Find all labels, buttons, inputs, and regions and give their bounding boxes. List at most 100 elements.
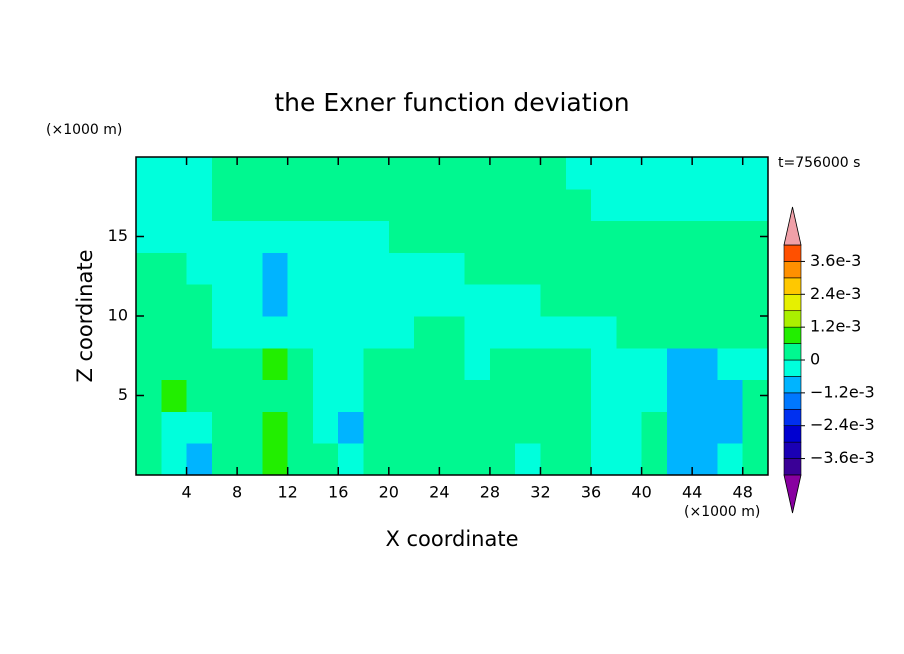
- contour-cell: [262, 316, 289, 349]
- contour-cell: [742, 411, 769, 444]
- contour-cell: [211, 284, 238, 317]
- contour-cell: [464, 379, 491, 412]
- contour-cell: [489, 443, 516, 476]
- contour-cell: [287, 379, 314, 412]
- contour-cell: [262, 284, 289, 317]
- contour-cell: [414, 188, 440, 222]
- contour-cell: [591, 252, 617, 285]
- contour-cell: [666, 188, 693, 222]
- contour-cell: [338, 220, 365, 253]
- contour-cell: [641, 157, 668, 190]
- contour-cell: [591, 379, 617, 412]
- contour-cell: [186, 220, 213, 253]
- contour-cell: [464, 188, 491, 222]
- contour-cell: [363, 443, 390, 476]
- contour-cell: [363, 284, 390, 317]
- contour-cell: [136, 443, 162, 476]
- contour-cell: [237, 316, 263, 349]
- contour-cell: [515, 188, 541, 222]
- contour-cell: [211, 347, 238, 381]
- contour-cell: [565, 157, 592, 190]
- contour-cell: [692, 316, 718, 349]
- colorbar-tick-label: 1.2e-3: [810, 317, 861, 336]
- contour-cell: [287, 157, 314, 190]
- contour-cell: [565, 220, 592, 253]
- x-tick-label: 8: [232, 483, 242, 502]
- colorbar-swatch: [783, 277, 802, 295]
- contour-cell: [515, 379, 541, 412]
- contour-cell: [666, 379, 693, 412]
- contour-cell: [464, 220, 491, 253]
- contour-cell: [742, 157, 769, 190]
- contour-cell: [287, 316, 314, 349]
- contour-cell: [489, 252, 516, 285]
- contour-cell: [338, 157, 365, 190]
- contour-cell: [439, 284, 466, 317]
- contour-cell: [565, 284, 592, 317]
- contour-cell: [489, 157, 516, 190]
- colorbar-tick-label: −3.6e-3: [810, 448, 875, 467]
- x-tick-label: 16: [328, 483, 348, 502]
- contour-cell: [717, 188, 744, 222]
- contour-cell: [237, 284, 263, 317]
- contour-cell: [742, 443, 769, 476]
- contour-cell: [262, 188, 289, 222]
- annotation: t=756000 s: [778, 155, 860, 171]
- colorbar-tick-label: −2.4e-3: [810, 415, 875, 434]
- contour-cell: [388, 411, 415, 444]
- chart-title: the Exner function deviation: [274, 88, 629, 117]
- contour-cell: [312, 188, 339, 222]
- contour-cell: [338, 188, 365, 222]
- contour-cell: [565, 347, 592, 381]
- colorbar-swatch: [783, 408, 802, 427]
- contour-cell: [692, 188, 718, 222]
- contour-cell: [211, 157, 238, 190]
- contour-cell: [489, 316, 516, 349]
- colorbar-swatch: [783, 458, 802, 476]
- contour-cell: [666, 157, 693, 190]
- contour-cell: [161, 284, 188, 317]
- x-tick-label: 36: [581, 483, 601, 502]
- contour-cell: [186, 347, 213, 381]
- contour-cell: [237, 379, 263, 412]
- contour-cell: [186, 316, 213, 349]
- contour-cell: [439, 316, 466, 349]
- contour-cell: [338, 443, 365, 476]
- contour-cell: [312, 347, 339, 381]
- contour-cell: [666, 284, 693, 317]
- contour-cell: [666, 220, 693, 253]
- contour-cell: [262, 252, 289, 285]
- contour-cell: [136, 252, 162, 285]
- contour-cell: [489, 220, 516, 253]
- contour-cell: [641, 220, 668, 253]
- contour-cell: [363, 379, 390, 412]
- contour-cell: [161, 411, 188, 444]
- contour-cell: [641, 443, 668, 476]
- contour-cell: [591, 443, 617, 476]
- contour-cell: [388, 284, 415, 317]
- colorbar-swatch: [783, 293, 802, 312]
- y-unit: (×1000 m): [46, 122, 122, 138]
- contour-cell: [287, 411, 314, 444]
- contour-cell: [515, 284, 541, 317]
- contour-cell: [464, 284, 491, 317]
- contour-cell: [742, 284, 769, 317]
- contour-cell: [692, 157, 718, 190]
- contour-cell: [591, 284, 617, 317]
- x-tick-label: 28: [480, 483, 500, 502]
- contour-cell: [540, 347, 567, 381]
- contour-cell: [717, 411, 744, 444]
- contour-cell: [312, 157, 339, 190]
- contour-cell: [515, 252, 541, 285]
- contour-cell: [136, 284, 162, 317]
- contour-cell: [237, 188, 263, 222]
- contour-cell: [338, 379, 365, 412]
- contour-cell: [414, 316, 440, 349]
- contour-cell: [616, 411, 643, 444]
- colorbar-tick-label: −1.2e-3: [810, 382, 875, 401]
- contour-cell: [540, 188, 567, 222]
- contour-cell: [616, 379, 643, 412]
- contour-cell: [540, 220, 567, 253]
- contour-cell: [186, 443, 213, 476]
- contour-cell: [439, 379, 466, 412]
